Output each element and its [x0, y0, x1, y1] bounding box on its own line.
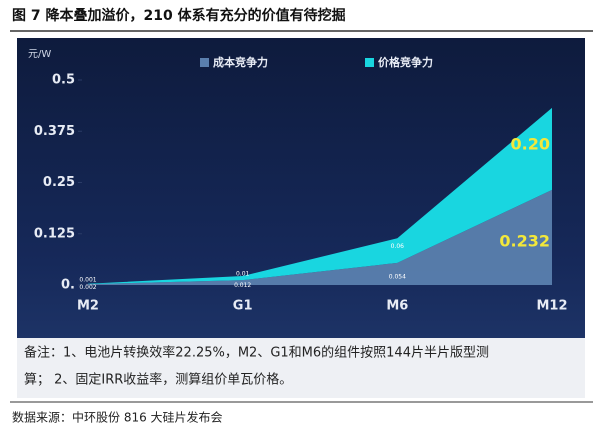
y-tick-label: 0.25: [43, 175, 75, 190]
note-line: 算； 2、固定IRR收益率，测算组价单瓦价格。: [24, 372, 292, 388]
figure-title: 图 7 降本叠加溢价，210 体系有充分的价值有待挖掘: [12, 7, 346, 24]
legend-swatch: [200, 58, 209, 67]
area: [88, 107, 552, 285]
data-label: 0.002: [79, 284, 96, 291]
note-panel: [17, 338, 585, 398]
y-tick-label: 0.5: [52, 73, 75, 88]
data-label: 0.232: [499, 232, 550, 251]
y-tick-label: 0.375: [34, 124, 75, 139]
x-tick-label: M6: [386, 299, 408, 314]
legend-swatch: [365, 58, 374, 67]
y-tick-label: 0.: [61, 278, 75, 293]
source: 数据来源：中环股份 816 大硅片发布会: [12, 410, 223, 425]
y-tick-label: 0.125: [34, 226, 75, 241]
data-label: 0.06: [391, 243, 405, 250]
area: [88, 189, 552, 285]
data-label: 0.012: [234, 282, 251, 289]
data-label: 0.054: [389, 273, 406, 280]
data-label: 0.01: [236, 271, 250, 278]
legend-label: 成本竞争力: [213, 55, 268, 69]
x-tick-label: M12: [536, 299, 567, 314]
legend-label: 价格竞争力: [378, 55, 433, 69]
y-unit: 元/W: [28, 49, 51, 60]
data-label: 0.20: [511, 134, 550, 153]
note-line: 备注：1、电池片转换效率22.25%，M2、G1和M6的组件按照144片半片版型…: [24, 345, 489, 361]
x-tick-label: G1: [233, 299, 253, 314]
x-tick-label: M2: [77, 299, 99, 314]
data-label: 0.001: [79, 276, 96, 283]
